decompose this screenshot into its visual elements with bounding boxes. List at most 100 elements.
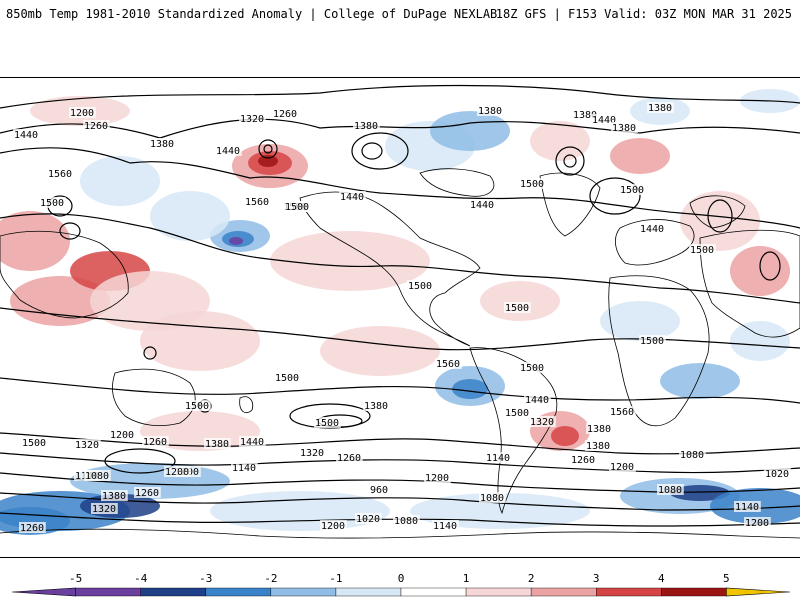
height-contour-line xyxy=(0,118,800,139)
contour-label: 1260 xyxy=(135,488,159,499)
contour-label-bg xyxy=(74,439,101,450)
legend-tick-label: -1 xyxy=(329,572,342,585)
coastline-arctic-islands xyxy=(419,168,495,197)
height-contour-closed xyxy=(351,132,409,170)
height-contour-closed xyxy=(263,144,273,154)
contour-label-bg xyxy=(149,138,176,149)
anomaly-region xyxy=(210,491,390,531)
contour-label-bg xyxy=(504,407,531,418)
contour-label-bg xyxy=(355,513,382,524)
contour-label-bg xyxy=(519,362,546,373)
anomaly-region xyxy=(610,138,670,174)
contour-label: 1500 xyxy=(520,179,544,190)
contour-label-bg xyxy=(432,520,459,531)
contour-label-bg xyxy=(215,145,242,156)
contour-label: 1500 xyxy=(275,373,299,384)
coastline-greenland xyxy=(539,172,601,237)
contour-label-bg xyxy=(244,196,271,207)
anomaly-region xyxy=(660,363,740,399)
contour-label-bg xyxy=(519,178,546,189)
contour-label: 1440 xyxy=(640,224,664,235)
contour-label: 1020 xyxy=(765,469,789,480)
map-title: 850mb Temp 1981-2010 Standardized Anomal… xyxy=(6,7,498,21)
contour-label-bg xyxy=(639,223,666,234)
contour-label: 1380 xyxy=(573,110,597,121)
contour-label-bg xyxy=(657,484,684,495)
anomaly-region xyxy=(0,211,70,271)
contour-label-bg xyxy=(142,436,169,447)
contour-label-bg xyxy=(39,197,66,208)
contour-label-bg xyxy=(529,416,556,427)
anomaly-region xyxy=(150,191,230,241)
contour-label-bg xyxy=(363,400,390,411)
contour-label: 1380 xyxy=(102,491,126,502)
contour-label-bg xyxy=(13,129,40,140)
height-contour-closed xyxy=(258,139,278,159)
contour-label-bg xyxy=(469,199,496,210)
contour-label: 1380 xyxy=(364,401,388,412)
contour-label-bg xyxy=(336,452,363,463)
coastline-antarctica xyxy=(0,528,800,539)
contour-label-bg xyxy=(184,400,211,411)
contour-label: 1440 xyxy=(340,192,364,203)
contour-label-bg xyxy=(524,394,551,405)
contour-label-bg xyxy=(274,372,301,383)
contour-label-bg xyxy=(393,515,420,526)
contour-label-bg xyxy=(369,484,390,495)
height-contour-closed xyxy=(707,199,733,233)
contour-label-bg xyxy=(239,436,266,447)
legend-colorbar: -5 -4 -3 -2 -1 0 1 2 3 4 5 xyxy=(11,572,791,597)
height-contour-line xyxy=(0,452,800,474)
legend-tick-label: 1 xyxy=(463,572,470,585)
legend-tick-label: 3 xyxy=(593,572,600,585)
contour-label-bg xyxy=(91,503,118,514)
contour-label: 1200 xyxy=(745,518,769,529)
legend-color-segment xyxy=(270,587,337,597)
anomaly-region xyxy=(452,379,488,399)
contour-label: 1320 xyxy=(530,417,554,428)
anomaly-map: 1320120012601440138013201260138014401380… xyxy=(0,84,800,539)
contour-label-bg xyxy=(586,423,613,434)
height-contour-line xyxy=(0,213,800,304)
anomaly-region xyxy=(600,301,680,341)
contour-label: 1500 xyxy=(408,281,432,292)
contour-label-bg xyxy=(679,449,706,460)
height-contour-closed xyxy=(563,154,577,168)
legend-color-segment xyxy=(205,587,272,597)
anomaly-region xyxy=(140,311,260,371)
contour-label-bg xyxy=(320,520,347,531)
contour-label-bg xyxy=(764,468,791,479)
anomaly-region xyxy=(258,155,278,167)
anomaly-region xyxy=(551,426,579,446)
anomaly-region xyxy=(530,121,590,161)
height-contour-closed xyxy=(104,448,176,474)
anomaly-region xyxy=(670,485,730,501)
contour-label: 1140 xyxy=(433,521,457,532)
anomaly-region xyxy=(80,156,160,206)
contour-label: 1200 xyxy=(110,430,134,441)
contour-label-bg xyxy=(639,335,666,346)
contour-label: 1140 xyxy=(232,463,256,474)
contour-label-bg xyxy=(570,454,597,465)
anomaly-region xyxy=(680,191,760,251)
contour-label: 1080 xyxy=(680,450,704,461)
header-bar: 850mb Temp 1981-2010 Standardized Anomal… xyxy=(0,0,800,28)
coastline-europe xyxy=(615,219,695,266)
legend-color-segment xyxy=(75,587,141,597)
contour-label: 1560 xyxy=(610,407,634,418)
contour-label: 1320 xyxy=(300,448,324,459)
contour-label-bg xyxy=(591,114,618,125)
contour-label: 1440 xyxy=(470,200,494,211)
coastline-north-america xyxy=(299,191,481,347)
contour-label: 1320 xyxy=(240,114,264,125)
legend-tick-label: 4 xyxy=(658,572,665,585)
contour-label: 1200 xyxy=(425,473,449,484)
coastline-asia xyxy=(699,229,800,338)
legend-tick-label: 0 xyxy=(398,572,405,585)
contour-label: 1080 xyxy=(658,485,682,496)
contour-label: 960 xyxy=(370,485,388,496)
contour-label-bg xyxy=(435,358,462,369)
contour-label-bg xyxy=(83,120,110,131)
contour-label-bg xyxy=(231,462,258,473)
anomaly-region xyxy=(730,246,790,296)
